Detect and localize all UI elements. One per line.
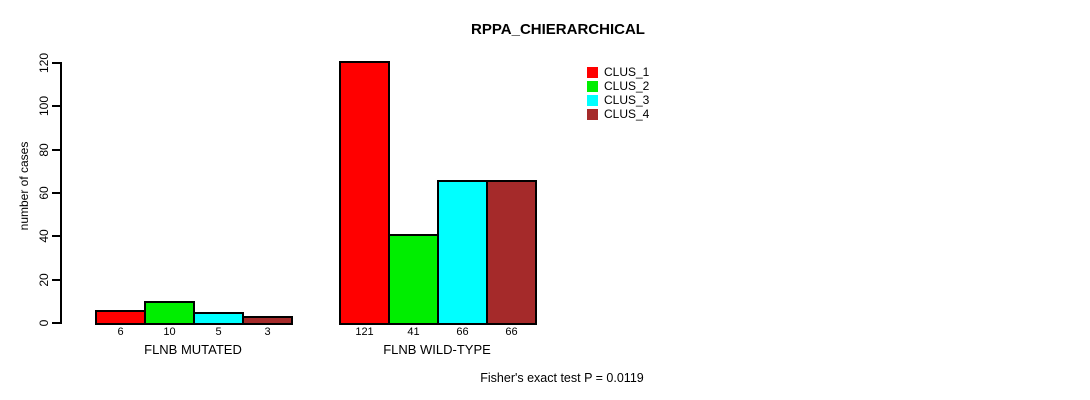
legend-item-clus_4: CLUS_4 — [587, 107, 649, 121]
bar-value-label: 41 — [407, 326, 420, 338]
bar-clus_3-group2 — [437, 180, 488, 325]
y-tick-mark — [52, 149, 61, 151]
y-tick-label: 0 — [37, 319, 51, 327]
legend-item-clus_1: CLUS_1 — [587, 65, 649, 79]
y-tick-mark — [52, 105, 61, 107]
y-tick-label: 120 — [37, 52, 51, 74]
group-label-2: FLNB WILD-TYPE — [383, 342, 491, 357]
bar-clus_2-group2 — [388, 234, 439, 325]
bar-clus_4-group2 — [486, 180, 537, 325]
legend-item-clus_3: CLUS_3 — [587, 93, 649, 107]
y-tick-label: 80 — [37, 143, 51, 157]
group-label-1: FLNB MUTATED — [144, 342, 242, 357]
legend: CLUS_1 CLUS_2 CLUS_3 CLUS_4 — [587, 65, 649, 121]
legend-item-clus_2: CLUS_2 — [587, 79, 649, 93]
chart-title: RPPA_CHIERARCHICAL — [471, 21, 645, 38]
y-tick-label: 60 — [37, 186, 51, 200]
bar-value-label: 121 — [355, 326, 374, 338]
bar-clus_2-group1 — [144, 301, 195, 325]
legend-swatch-icon — [587, 94, 598, 106]
bar-value-label: 10 — [163, 326, 176, 338]
legend-label: CLUS_4 — [604, 107, 650, 121]
legend-swatch-icon — [587, 80, 598, 92]
bar-clus_1-group1 — [95, 310, 146, 325]
y-tick-mark — [52, 192, 61, 194]
y-axis-line — [60, 62, 62, 324]
annotation-fisher-test: Fisher's exact test P = 0.0119 — [480, 371, 644, 385]
y-tick-label: 20 — [37, 273, 51, 287]
y-tick-mark — [52, 235, 61, 237]
bar-clus_1-group2 — [339, 61, 390, 325]
y-tick-mark — [52, 62, 61, 64]
bar-value-label: 6 — [117, 326, 124, 338]
legend-label: CLUS_1 — [604, 65, 650, 79]
y-tick-mark — [52, 279, 61, 281]
y-tick-label: 40 — [37, 229, 51, 243]
bar-value-label: 66 — [456, 326, 469, 338]
y-tick-label: 100 — [37, 95, 51, 117]
bar-clus_3-group1 — [193, 312, 244, 325]
bar-clus_4-group1 — [242, 316, 293, 325]
legend-label: CLUS_2 — [604, 79, 650, 93]
y-axis-label: number of cases — [17, 141, 31, 231]
bar-value-label: 66 — [505, 326, 518, 338]
bar-value-label: 3 — [264, 326, 271, 338]
bar-value-label: 5 — [215, 326, 222, 338]
legend-swatch-icon — [587, 66, 598, 78]
legend-swatch-icon — [587, 108, 598, 120]
y-tick-mark — [52, 322, 61, 324]
legend-label: CLUS_3 — [604, 93, 650, 107]
